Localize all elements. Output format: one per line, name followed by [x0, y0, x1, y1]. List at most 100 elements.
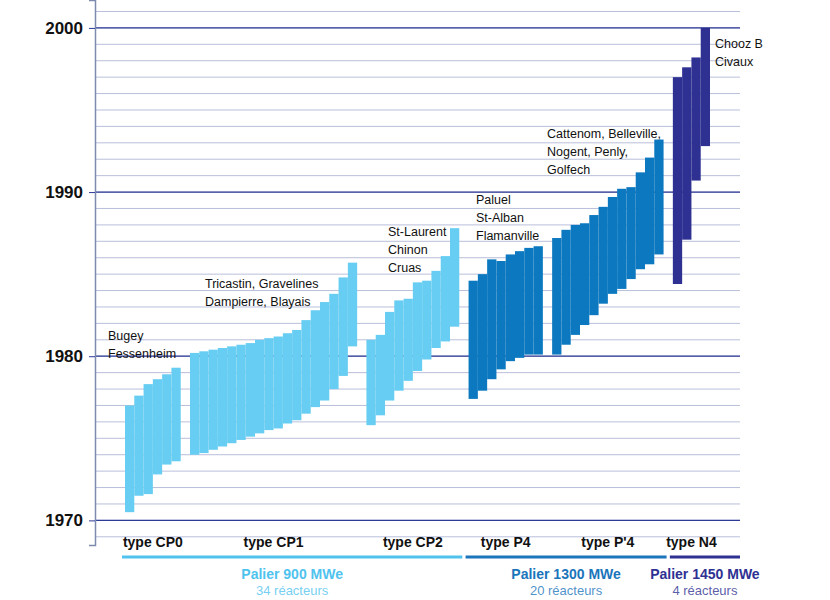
- reactor-bar: [301, 320, 310, 414]
- reactor-bar: [292, 330, 301, 420]
- type-labels: type CP0type CP1type CP2type P4type P'4t…: [123, 534, 717, 550]
- reactor-bar: [209, 350, 218, 450]
- series-bars: [125, 368, 181, 512]
- reactor-bar: [524, 248, 533, 355]
- tick-label: 1980: [45, 347, 83, 366]
- reactor-bar: [255, 340, 264, 434]
- type-label: type P4: [481, 534, 531, 550]
- reactor-bar: [441, 256, 450, 341]
- minor-grid-line: [95, 503, 740, 504]
- palier-label: Palier 1300 MWe: [511, 566, 621, 582]
- minor-grid-line: [95, 27, 740, 28]
- series-bars: [190, 263, 357, 455]
- site-label: Cattenom, Belleville,: [547, 127, 661, 141]
- reactor-bar: [348, 263, 357, 347]
- reactor-bar: [413, 282, 422, 371]
- reactor-bar: [376, 335, 385, 415]
- site-labels: BugeyFessenheimTricastin, GravelinesDamp…: [108, 37, 763, 361]
- palier-line: [122, 556, 462, 559]
- reactor-bar: [144, 384, 153, 494]
- reactor-bar: [534, 246, 543, 354]
- type-label: type P'4: [581, 534, 634, 550]
- reactor-bar: [617, 189, 626, 289]
- site-label: Fessenheim: [108, 347, 176, 361]
- minor-grid-line: [95, 520, 740, 521]
- reactor-bar: [153, 379, 162, 474]
- reactor-bar: [608, 197, 617, 294]
- reactor-bar: [190, 353, 199, 455]
- reactor-bar: [487, 259, 496, 379]
- reactor-bar: [329, 294, 338, 389]
- reactor-bar: [236, 345, 245, 440]
- site-label: Golfech: [547, 163, 590, 177]
- palier-label: Palier 1450 MWe: [650, 566, 760, 582]
- palier-line: [466, 556, 667, 559]
- palier-count: 20 réacteurs: [530, 583, 603, 598]
- type-label: type CP1: [244, 534, 304, 550]
- reactor-bar: [561, 230, 570, 345]
- type-label: type CP0: [123, 534, 183, 550]
- reactor-bar: [320, 302, 329, 400]
- minor-grid-line: [95, 109, 740, 110]
- reactor-bar: [171, 368, 180, 462]
- reactor-bar: [385, 312, 394, 401]
- minor-grid-line: [95, 471, 740, 472]
- site-label: St-Laurent: [388, 225, 447, 239]
- palier-count: 34 réacteurs: [256, 583, 329, 598]
- site-label: Cruas: [388, 261, 421, 275]
- reactor-bar: [636, 172, 645, 269]
- site-label: Chinon: [388, 243, 428, 257]
- tick: 2000: [45, 19, 95, 38]
- tick-mark: [89, 520, 95, 521]
- reactor-bar: [404, 299, 413, 381]
- tick-label: 1990: [45, 183, 83, 202]
- series-bars: [673, 28, 710, 284]
- site-label: Nogent, Penly,: [547, 145, 628, 159]
- reactor-bar: [125, 405, 134, 512]
- minor-grid-line: [95, 93, 740, 94]
- reactor-bar: [701, 28, 710, 146]
- reactor-bar: [311, 310, 320, 407]
- tick: 1970: [45, 511, 95, 530]
- grid-line: [95, 520, 740, 521]
- reactor-bar: [654, 140, 663, 255]
- site-label: Dampierre, Blayais: [205, 295, 311, 309]
- tick: 1990: [45, 183, 95, 202]
- reactor-bar: [422, 281, 431, 360]
- reactor-bar: [199, 351, 208, 453]
- reactor-bar: [496, 261, 505, 369]
- tick-label: 2000: [45, 19, 83, 38]
- reactor-bar: [264, 338, 273, 430]
- reactor-bar: [589, 215, 598, 315]
- minor-grid-line: [95, 77, 740, 78]
- reactor-bar: [162, 374, 171, 464]
- series-bars: [469, 246, 543, 399]
- site-label: Chooz B: [715, 37, 763, 51]
- bars: [125, 28, 710, 512]
- reactor-bar: [691, 57, 700, 180]
- minor-grid-line: [95, 60, 740, 61]
- reactor-bar: [246, 343, 255, 437]
- grid-line: [95, 27, 740, 28]
- reactor-bar: [469, 281, 478, 399]
- tick-label: 1970: [45, 511, 83, 530]
- site-label: Flamanville: [476, 229, 539, 243]
- minor-grid-line: [95, 142, 740, 143]
- reactor-bar: [552, 238, 561, 355]
- grid: [95, 28, 740, 520]
- reactor-bar: [478, 274, 487, 391]
- site-label: Civaux: [715, 55, 754, 69]
- palier-count: 4 réacteurs: [672, 583, 738, 598]
- minor-grid-line: [95, 159, 740, 160]
- reactor-bar: [431, 271, 440, 348]
- type-label: type N4: [666, 534, 717, 550]
- reactor-bar: [580, 223, 589, 325]
- chart: 1970 1980 1990 2000 BugeyFessenheimTricastin…: [0, 0, 830, 600]
- paliers: Palier 900 MWe34 réacteursPalier 1300 MW…: [122, 557, 760, 598]
- y-axis: 1970 1980 1990 2000: [45, 1, 95, 546]
- reactor-bar: [227, 346, 236, 443]
- site-label: Paluel: [476, 193, 511, 207]
- reactor-bar: [645, 158, 654, 265]
- axis-line: [89, 1, 96, 546]
- minor-grid-line: [95, 44, 740, 45]
